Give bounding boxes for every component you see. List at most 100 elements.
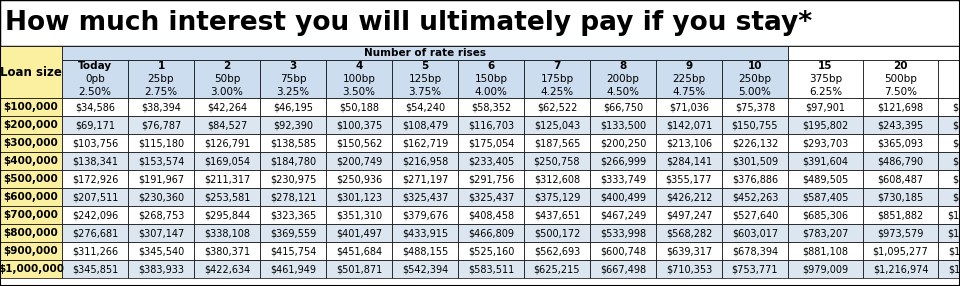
Text: $586,573: $586,573 — [952, 156, 960, 166]
Text: $467,249: $467,249 — [600, 210, 646, 220]
Bar — [62, 242, 128, 260]
Bar — [788, 134, 863, 152]
Text: $187,565: $187,565 — [534, 138, 580, 148]
Text: $216,958: $216,958 — [402, 156, 448, 166]
Text: 7.50%: 7.50% — [884, 87, 917, 97]
Text: $400,499: $400,499 — [600, 192, 646, 202]
Text: 6: 6 — [488, 61, 494, 72]
Bar — [788, 46, 960, 60]
Bar — [788, 60, 863, 98]
Bar — [590, 170, 656, 188]
Bar — [938, 242, 960, 260]
Text: $489,505: $489,505 — [803, 174, 849, 184]
Bar — [590, 206, 656, 224]
Text: $1,095,277: $1,095,277 — [873, 246, 928, 256]
Text: 2.50%: 2.50% — [79, 87, 111, 97]
Bar — [722, 134, 788, 152]
Bar — [62, 116, 128, 134]
Bar — [863, 242, 938, 260]
Text: $312,608: $312,608 — [534, 174, 580, 184]
Bar — [524, 134, 590, 152]
Bar — [590, 224, 656, 242]
Bar — [656, 206, 722, 224]
Text: $730,185: $730,185 — [877, 192, 924, 202]
Bar — [938, 98, 960, 116]
Bar — [0, 152, 62, 170]
Text: $233,405: $233,405 — [468, 156, 515, 166]
Bar — [62, 152, 128, 170]
Bar — [458, 224, 524, 242]
Text: $753,771: $753,771 — [732, 264, 779, 274]
Text: Today: Today — [78, 61, 112, 72]
Bar — [938, 152, 960, 170]
Text: 20: 20 — [893, 61, 908, 72]
Text: $600,000: $600,000 — [4, 192, 59, 202]
Bar — [458, 242, 524, 260]
Text: $172,926: $172,926 — [72, 174, 118, 184]
Bar — [128, 98, 194, 116]
Text: $1,026,502: $1,026,502 — [948, 210, 960, 220]
Bar — [392, 98, 458, 116]
Bar — [194, 98, 260, 116]
Text: $92,390: $92,390 — [273, 120, 313, 130]
Bar — [722, 170, 788, 188]
Text: $338,108: $338,108 — [204, 228, 250, 238]
Text: $710,353: $710,353 — [666, 264, 712, 274]
Bar — [458, 60, 524, 98]
Text: $973,579: $973,579 — [877, 228, 924, 238]
Bar — [788, 152, 863, 170]
Text: $69,171: $69,171 — [75, 120, 115, 130]
Bar — [788, 224, 863, 242]
Bar — [392, 224, 458, 242]
Bar — [788, 116, 863, 134]
Bar — [938, 116, 960, 134]
Bar — [128, 188, 194, 206]
Text: $851,882: $851,882 — [877, 210, 924, 220]
Bar — [938, 260, 960, 278]
Text: $116,703: $116,703 — [468, 120, 514, 130]
Bar — [0, 206, 62, 224]
Text: $379,676: $379,676 — [402, 210, 448, 220]
Bar — [722, 242, 788, 260]
Bar — [62, 224, 128, 242]
Bar — [194, 60, 260, 98]
Text: $639,317: $639,317 — [666, 246, 712, 256]
Bar — [260, 134, 326, 152]
Text: 7: 7 — [553, 61, 561, 72]
Text: 125bp: 125bp — [408, 74, 442, 84]
Text: $979,009: $979,009 — [803, 264, 849, 274]
Bar — [392, 170, 458, 188]
Bar — [260, 260, 326, 278]
Text: $391,604: $391,604 — [803, 156, 849, 166]
Bar — [656, 260, 722, 278]
Text: $301,123: $301,123 — [336, 192, 382, 202]
Bar — [656, 98, 722, 116]
Bar — [656, 152, 722, 170]
Bar — [788, 260, 863, 278]
Text: 10: 10 — [748, 61, 762, 72]
Text: 3.75%: 3.75% — [408, 87, 442, 97]
Bar — [524, 206, 590, 224]
Bar — [0, 188, 62, 206]
Text: $311,266: $311,266 — [72, 246, 118, 256]
Bar — [938, 170, 960, 188]
Bar — [260, 242, 326, 260]
Text: $452,263: $452,263 — [732, 192, 779, 202]
Bar — [326, 224, 392, 242]
Text: 5.00%: 5.00% — [738, 87, 772, 97]
Bar — [194, 242, 260, 260]
Text: $250,936: $250,936 — [336, 174, 382, 184]
Text: $100,000: $100,000 — [4, 102, 59, 112]
Text: $169,054: $169,054 — [204, 156, 250, 166]
Bar — [62, 188, 128, 206]
Text: $466,809: $466,809 — [468, 228, 514, 238]
Text: $451,684: $451,684 — [336, 246, 382, 256]
Bar — [722, 224, 788, 242]
Bar — [938, 206, 960, 224]
Bar — [392, 134, 458, 152]
Text: $58,352: $58,352 — [470, 102, 511, 112]
Bar — [128, 242, 194, 260]
Text: $126,791: $126,791 — [204, 138, 251, 148]
Bar — [458, 116, 524, 134]
Bar — [194, 152, 260, 170]
